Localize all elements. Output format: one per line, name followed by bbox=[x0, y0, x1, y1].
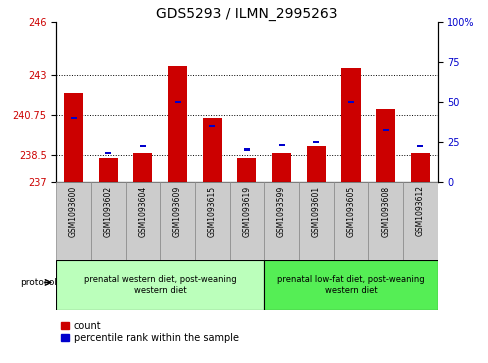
Text: GSM1093608: GSM1093608 bbox=[380, 185, 389, 237]
Text: GSM1093601: GSM1093601 bbox=[311, 185, 320, 237]
Bar bbox=[375, 109, 394, 182]
Bar bbox=[313, 140, 319, 143]
Bar bbox=[105, 152, 111, 154]
Bar bbox=[237, 158, 256, 182]
FancyBboxPatch shape bbox=[160, 182, 195, 260]
Bar bbox=[347, 101, 353, 103]
Text: protocol: protocol bbox=[20, 278, 57, 287]
FancyBboxPatch shape bbox=[333, 182, 367, 260]
FancyBboxPatch shape bbox=[367, 182, 402, 260]
Bar bbox=[99, 158, 118, 182]
Bar bbox=[410, 153, 429, 182]
FancyBboxPatch shape bbox=[264, 260, 437, 310]
Text: prenatal low-fat diet, post-weaning
western diet: prenatal low-fat diet, post-weaning west… bbox=[277, 275, 424, 295]
FancyBboxPatch shape bbox=[264, 182, 298, 260]
Text: prenatal western diet, post-weaning
western diet: prenatal western diet, post-weaning west… bbox=[84, 275, 236, 295]
FancyBboxPatch shape bbox=[298, 182, 333, 260]
Text: GSM1093604: GSM1093604 bbox=[138, 185, 147, 237]
Bar bbox=[174, 101, 180, 103]
Bar bbox=[278, 144, 284, 146]
FancyBboxPatch shape bbox=[56, 182, 91, 260]
Text: GSM1093615: GSM1093615 bbox=[207, 185, 216, 237]
Bar bbox=[64, 93, 83, 182]
Text: GSM1093599: GSM1093599 bbox=[277, 185, 285, 237]
Legend: count, percentile rank within the sample: count, percentile rank within the sample bbox=[61, 321, 238, 343]
Bar bbox=[168, 66, 187, 182]
Text: GSM1093612: GSM1093612 bbox=[415, 185, 424, 236]
Text: GSM1093609: GSM1093609 bbox=[173, 185, 182, 237]
Text: GSM1093605: GSM1093605 bbox=[346, 185, 355, 237]
Text: GSM1093619: GSM1093619 bbox=[242, 185, 251, 237]
Bar bbox=[133, 153, 152, 182]
FancyBboxPatch shape bbox=[402, 182, 437, 260]
FancyBboxPatch shape bbox=[195, 182, 229, 260]
Bar bbox=[271, 153, 290, 182]
Bar bbox=[382, 129, 388, 131]
Bar bbox=[244, 148, 249, 151]
Bar bbox=[416, 145, 423, 147]
Bar bbox=[306, 146, 325, 182]
Bar bbox=[341, 68, 360, 182]
FancyBboxPatch shape bbox=[56, 260, 264, 310]
Bar bbox=[70, 117, 77, 119]
FancyBboxPatch shape bbox=[91, 182, 125, 260]
Bar bbox=[209, 125, 215, 127]
Text: GSM1093602: GSM1093602 bbox=[103, 185, 113, 237]
Bar bbox=[140, 145, 146, 147]
Title: GDS5293 / ILMN_2995263: GDS5293 / ILMN_2995263 bbox=[156, 7, 337, 21]
Bar bbox=[203, 118, 222, 182]
FancyBboxPatch shape bbox=[229, 182, 264, 260]
FancyBboxPatch shape bbox=[125, 182, 160, 260]
Text: GSM1093600: GSM1093600 bbox=[69, 185, 78, 237]
